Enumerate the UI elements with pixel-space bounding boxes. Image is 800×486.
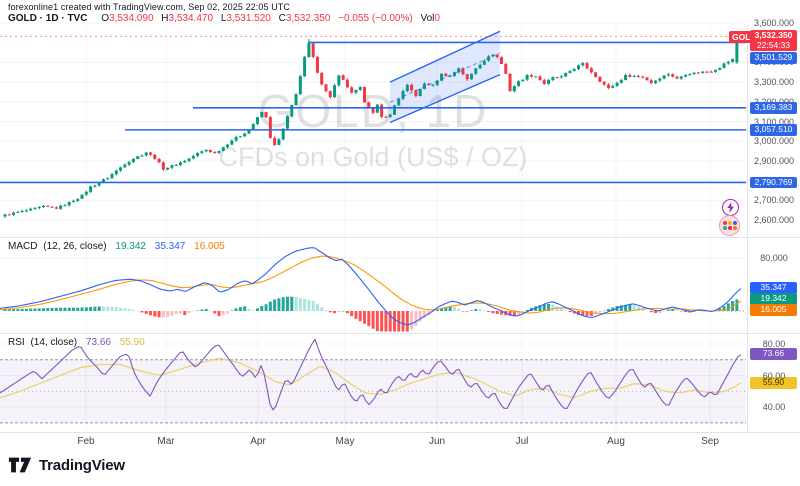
high-value: 3,534.470 [168,13,214,24]
tradingview-logo[interactable]: TradingView [8,455,125,475]
price-axis-label: 2,900.000 [753,155,795,166]
time-axis-label-jun: Jun [428,436,446,447]
rsi-pane-title[interactable]: RSI (14, close) 73.66 55.90 [8,337,145,348]
macd-hist-value: 19.342 [115,241,146,252]
lightning-bubble-icon[interactable] [722,199,739,216]
lightning-icon [727,202,735,213]
time-axis-label-aug: Aug [607,436,625,447]
open-value: 3,534.090 [109,13,154,24]
price-axis-label: 2,700.000 [753,195,795,206]
level-price-badge: 3,501.529 [750,52,797,64]
byline: forexonline1 created with TradingView.co… [8,2,290,12]
current-price-badge: 3,532.350 22:54:33 [750,30,797,51]
macd-line-badge: 35.347 [750,282,797,294]
time-axis-label-feb: Feb [77,436,95,447]
tradingview-logo-text: TradingView [39,456,125,474]
time-axis[interactable]: Feb Mar Apr May Jun Jul Aug Sep [0,433,800,449]
rsi-params: (14, close) [30,337,78,348]
rsi-axis-label: 40.00 [762,402,786,413]
close-label: C [278,13,286,24]
level-price-badge: 3,057.510 [750,124,797,136]
symbol-title[interactable]: GOLD · 1D · TVC [8,13,88,24]
rsi-axis-label: 80.00 [762,339,786,349]
time-axis-label-may: May [335,436,355,447]
low-value: 3,531.520 [226,13,271,24]
rsi-title: RSI [8,337,25,348]
reactions-bubble-icon[interactable] [719,215,740,236]
macd-hist-badge: 19.342 [750,293,797,305]
emoji-cluster-icon [722,221,737,230]
macd-title: MACD [8,241,38,252]
high-label: H [161,13,169,24]
rsi-ma-value-badge: 55.90 [750,377,797,389]
current-price-value: 3,532.350 [754,30,793,40]
rsi-value: 73.66 [85,337,111,348]
level-price-badge: 3,169.383 [750,102,797,114]
open-label: O [101,13,110,24]
time-axis-label-jul: Jul [515,436,529,447]
time-axis-label-apr: Apr [250,436,266,447]
price-axis-label: 3,200.000 [750,97,798,107]
time-axis-label-sep: Sep [701,436,719,447]
macd-signal-badge: 16.005 [750,304,797,316]
price-axis-label: 3,000.000 [753,136,795,147]
rsi-ma-value: 55.90 [119,337,145,348]
close-value: 3,532.350 [285,13,331,24]
change-value: −0.055 (−0.00%) [338,13,413,24]
low-label: L [220,13,227,24]
rsi-value-badge: 73.66 [750,348,797,360]
level-price-badge: 2,790.769 [750,176,797,189]
price-axis-label: 3,600.000 [753,18,795,28]
rsi-axis-label: 60.00 [762,370,786,381]
volume-label: Vol [420,13,435,24]
volume-value: 0 [434,13,440,24]
macd-axis-label: 80.000 [760,253,788,263]
symbol-legend[interactable]: GOLD · 1D · TVC O3,534.090 H3,534.470 L3… [8,13,440,24]
price-axis-label: 3,100.000 [753,116,795,127]
bar-countdown: 22:54:33 [756,39,791,50]
time-axis-label-mar: Mar [157,436,175,447]
tradingview-logo-icon [8,457,32,473]
macd-line-value: 35.347 [154,241,186,252]
macd-signal-value: 16.005 [194,241,225,252]
price-axis-label: 2,600.000 [753,215,795,225]
price-axis-label: 3,300.000 [753,77,795,88]
macd-params: (12, 26, close) [43,241,107,252]
macd-pane-title[interactable]: MACD (12, 26, close) 19.342 35.347 16.00… [8,241,225,252]
